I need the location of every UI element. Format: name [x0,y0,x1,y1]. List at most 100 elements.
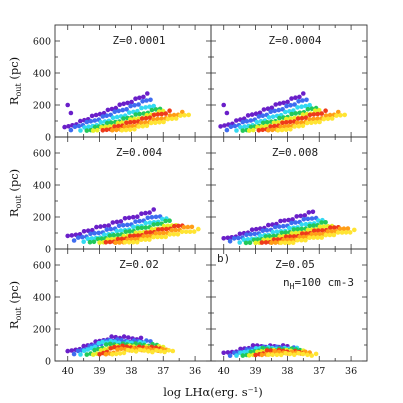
data-point [269,105,275,111]
data-point [296,123,302,129]
data-point [139,116,145,121]
data-point [294,120,300,126]
data-point [281,100,286,106]
data-point [303,103,308,109]
data-point [91,239,97,245]
data-point [278,240,284,246]
data-point [185,224,191,230]
data-point [161,119,166,125]
data-point [315,116,321,121]
data-point [275,128,281,133]
data-point [240,128,246,133]
data-point [69,348,74,353]
data-point [288,127,293,132]
data-point [285,99,290,105]
data-point [157,231,162,236]
data-point [138,120,144,126]
data-point [104,227,110,232]
data-point [321,224,327,229]
data-point [167,218,172,223]
data-point [284,120,289,125]
data-point [307,235,312,240]
data-point [258,233,263,238]
data-point [284,116,289,122]
data-point [259,240,265,245]
data-point [295,105,300,110]
data-point [221,236,226,241]
data-point [313,351,319,357]
data-point [178,113,183,118]
data-point [317,231,323,237]
panel-label: Z=0.0001 [113,34,166,47]
data-point [196,226,201,232]
data-point [92,347,97,353]
data-point [123,229,129,234]
data-point [71,238,77,243]
data-point [246,128,252,133]
data-point [163,218,168,224]
data-point [103,240,109,245]
data-point [237,231,243,237]
data-point [225,235,231,241]
data-point [274,229,280,234]
data-point [288,103,293,108]
data-point [251,127,256,133]
data-point [93,112,99,118]
data-point [266,222,271,228]
data-point [113,240,118,245]
data-point [347,230,353,235]
data-point [245,237,251,242]
data-point [295,116,301,121]
data-point [110,127,115,133]
data-point [279,127,285,133]
panel-corner-label: b) [217,252,230,265]
data-point [146,349,151,354]
data-point [182,113,187,118]
data-point [133,112,138,117]
data-point [179,229,185,235]
y-tick-label: 400 [33,69,51,80]
series-8 [110,347,176,357]
data-point [89,113,95,119]
data-point [176,223,181,229]
data-point [311,112,317,117]
data-point [94,224,99,230]
data-point [295,227,301,232]
data-point [320,228,325,233]
data-point [259,352,265,358]
series-8 [122,226,201,245]
data-point [304,97,309,103]
data-point [139,225,145,231]
data-point [137,111,142,117]
data-point [90,352,96,357]
data-point [105,107,111,113]
data-point [75,235,81,240]
data-point [319,111,325,116]
data-point [160,216,165,222]
data-point [104,127,109,133]
data-point [95,127,100,133]
data-point [246,353,252,358]
x-tick-label: 37 [313,366,325,377]
data-point [303,237,308,243]
data-point [225,350,231,355]
data-point [65,102,70,108]
data-point [116,108,121,114]
data-point [327,112,333,118]
data-point [165,116,171,122]
data-point [191,229,197,234]
data-point [81,348,87,354]
data-point [97,240,102,245]
data-point [100,114,106,119]
data-point [300,98,305,103]
data-point [151,117,156,122]
data-point [268,124,273,129]
panel-3: 0 200 400 600 Z=0.004 [33,136,212,256]
data-point [90,128,96,133]
data-point [131,119,137,125]
data-point [111,232,117,238]
data-point [103,351,109,357]
data-point [281,223,286,229]
panel-frame [210,248,368,362]
